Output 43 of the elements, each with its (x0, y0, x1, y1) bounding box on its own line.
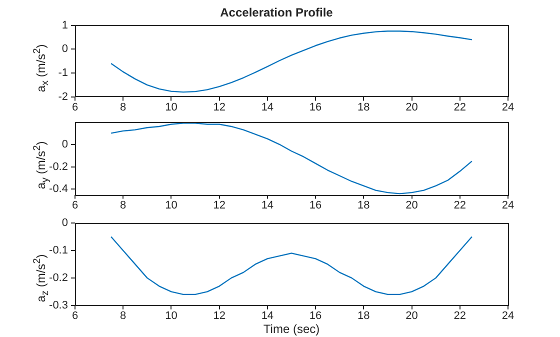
x-tick-label: 12 (213, 310, 226, 322)
x-tick-label: 14 (261, 199, 274, 212)
x-tick-label: 16 (309, 310, 322, 322)
x-tick-label: 12 (213, 199, 226, 212)
x-tick-label: 24 (502, 199, 514, 212)
y-tick-label: -2 (58, 90, 68, 103)
x-tick-label: 22 (454, 199, 466, 212)
x-tick-label: 8 (120, 101, 126, 114)
x-tick-label: 24 (502, 101, 514, 114)
x-tick-label: 18 (358, 199, 370, 212)
y-tick-label: 0 (62, 217, 68, 230)
y-tick-label: 0 (62, 43, 68, 56)
y-tick-label: -0.2 (49, 160, 68, 173)
y-tick-label: -1 (58, 67, 68, 80)
x-tick-label: 8 (120, 199, 126, 212)
x-tick-label: 18 (358, 310, 370, 322)
x-tick-label: 20 (406, 101, 418, 114)
x-tick-label: 16 (309, 199, 322, 212)
y-tick-label: -0.3 (49, 299, 68, 312)
x-axis-title: Time (sec) (263, 322, 320, 336)
x-tick-label: 14 (261, 310, 274, 322)
x-tick-label: 10 (165, 310, 178, 322)
x-tick-label: 12 (213, 101, 226, 114)
x-tick-label: 8 (120, 310, 126, 322)
x-tick-label: 20 (406, 310, 418, 322)
x-tick-label: 18 (358, 101, 370, 114)
y-tick-label: -0.4 (49, 183, 68, 196)
y-tick-label: -0.2 (49, 272, 68, 284)
x-tick-label: 14 (261, 101, 274, 114)
y-tick-label: 0 (62, 138, 68, 150)
x-tick-label: 16 (309, 101, 322, 114)
x-tick-label: 10 (165, 101, 178, 114)
x-tick-label: 10 (165, 199, 178, 212)
x-tick-label: 22 (454, 101, 466, 114)
x-tick-label: 6 (72, 101, 78, 114)
x-tick-label: 22 (454, 310, 466, 322)
chart-title: Acceleration Profile (220, 6, 334, 20)
x-tick-label: 6 (72, 310, 78, 322)
x-tick-label: 6 (72, 199, 78, 212)
y-tick-label: 1 (62, 19, 68, 32)
x-tick-label: 20 (406, 199, 418, 212)
x-tick-label: 24 (502, 310, 514, 322)
y-tick-label: -0.1 (49, 244, 68, 256)
